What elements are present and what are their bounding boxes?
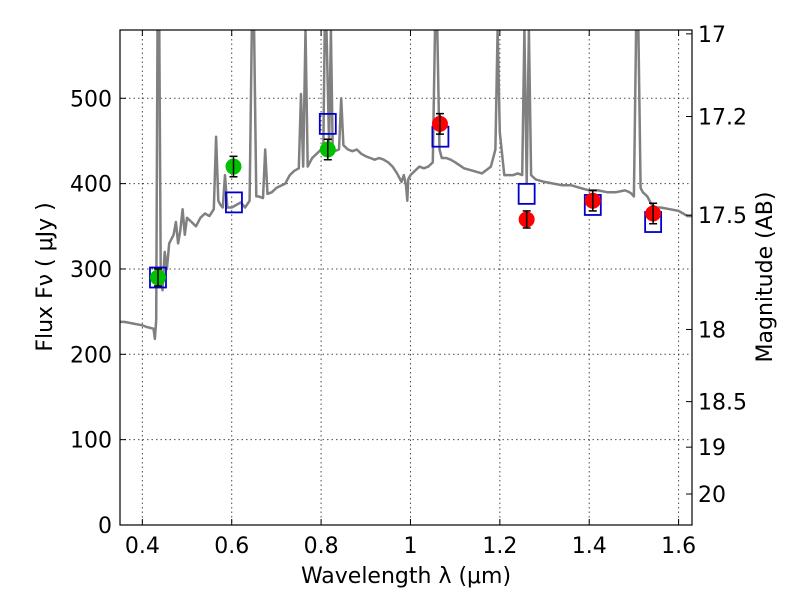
y-tick-label: 200: [70, 343, 112, 368]
plot-frame: [119, 29, 693, 526]
y-tick-label: 500: [70, 87, 112, 112]
x-tick-label: 1.6: [661, 534, 696, 559]
x-tick-label: 0.6: [214, 534, 249, 559]
y2-tick-label: 20: [698, 483, 726, 508]
x-tick-label: 0.8: [304, 534, 339, 559]
y-tick-label: 300: [70, 258, 112, 283]
y-axis: 0 100 200 300 400 500: [70, 87, 126, 539]
y-tick-label: 100: [70, 429, 112, 454]
plot-area: [120, 30, 692, 341]
y2-tick-label: 17.5: [698, 204, 747, 229]
y2-tick-label: 17.2: [698, 105, 747, 130]
y2-tick-label: 17: [698, 23, 726, 48]
plot-background: [120, 30, 692, 525]
x-tick-label: 0.4: [125, 534, 160, 559]
x-tick-label: 1.2: [482, 534, 517, 559]
spectrum-line: [120, 30, 692, 341]
x-axis-label: Wavelength λ (μm): [301, 564, 511, 589]
y2-tick-label: 18.5: [698, 391, 747, 416]
y2-axis-label: Magnitude (AB): [753, 192, 778, 363]
x-axis: 0.4 0.6 0.8 1 1.2 1.4 1.6: [125, 30, 696, 559]
y2-tick-label: 19: [698, 436, 726, 461]
x-tick-label: 1: [403, 534, 417, 559]
y-axis-label: Flux Fν ( μJy ): [33, 202, 58, 351]
model-square-marker: [318, 112, 337, 135]
y2-axis: 17 17.2 17.5 18 18.5 19 20: [686, 23, 747, 508]
y2-tick-label: 18: [698, 318, 726, 343]
x-tick-label: 1.4: [572, 534, 607, 559]
model-square-marker: [517, 182, 536, 205]
y-tick-label: 0: [98, 514, 112, 539]
model-square-marker: [225, 191, 243, 214]
y-tick-label: 400: [70, 173, 112, 198]
